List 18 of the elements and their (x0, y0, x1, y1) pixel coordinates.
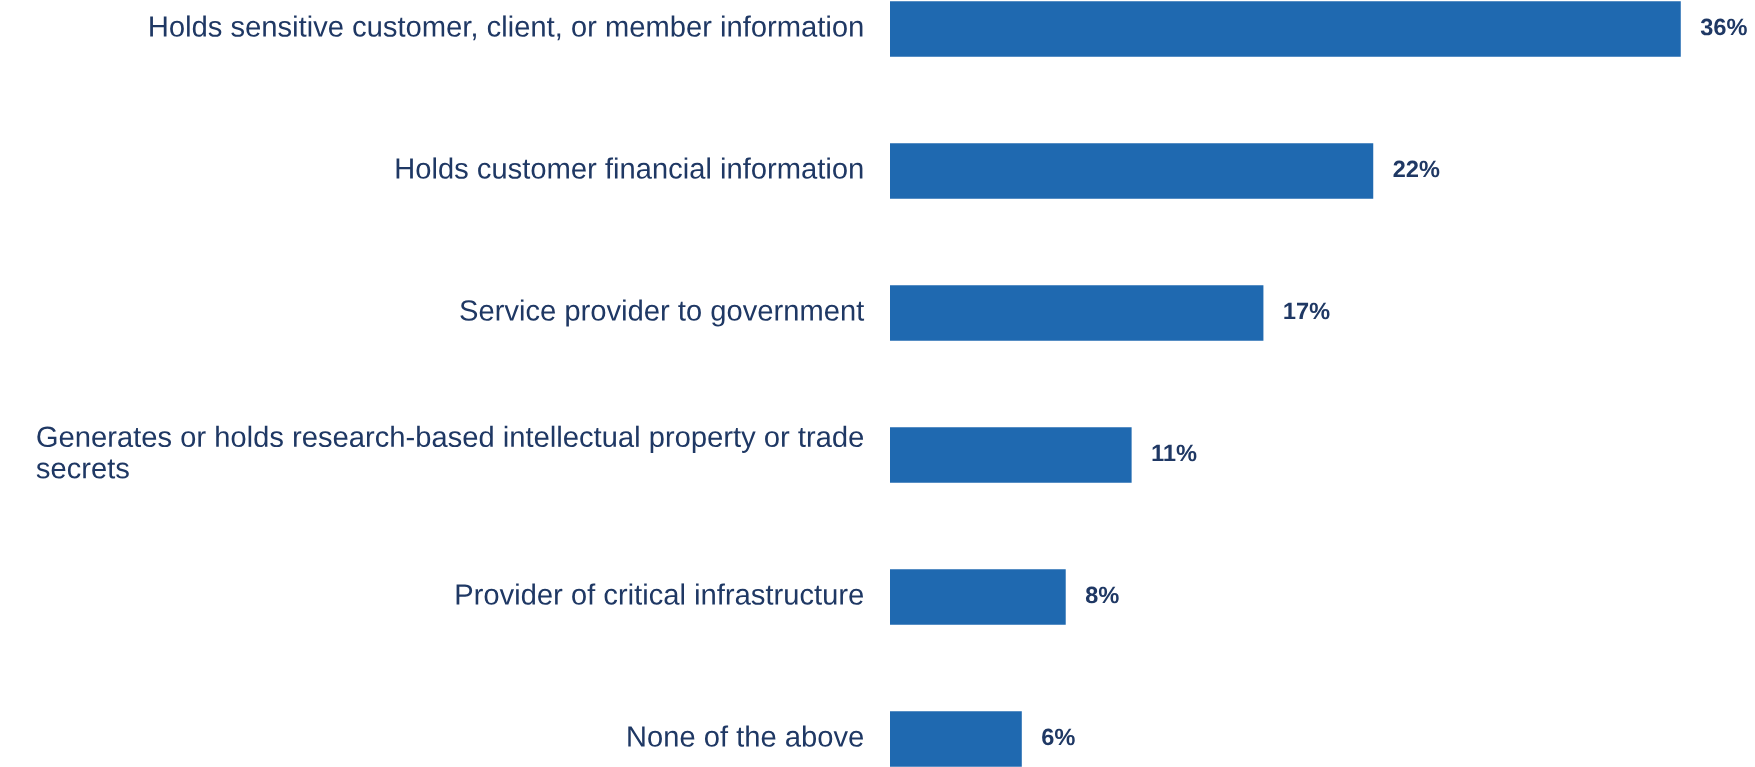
y-tick-label: Service provider to government (460, 299, 865, 327)
y-tick-label: Provider of critical infrastructure (456, 583, 863, 605)
data-label: 6% (1042, 728, 1075, 746)
bar (890, 1, 1681, 57)
data-label: 11% (1152, 444, 1197, 462)
y-tick-label: Holds sensitive customer, client, or member information (150, 15, 863, 41)
bar (890, 569, 1066, 625)
data-label: 17% (1284, 302, 1330, 320)
bar (890, 143, 1374, 199)
data-label: 22% (1393, 160, 1440, 178)
y-tick-label: None of the above (628, 725, 863, 747)
bar (890, 711, 1022, 767)
y-tick-label: Generates or holds research-based intellectual property or trade secrets (36, 425, 864, 479)
bar (890, 427, 1132, 483)
bar (890, 285, 1264, 341)
data-label: 8% (1085, 586, 1119, 604)
y-tick-label: Holds customer financial information (396, 157, 863, 179)
data-label: 36% (1700, 18, 1747, 36)
